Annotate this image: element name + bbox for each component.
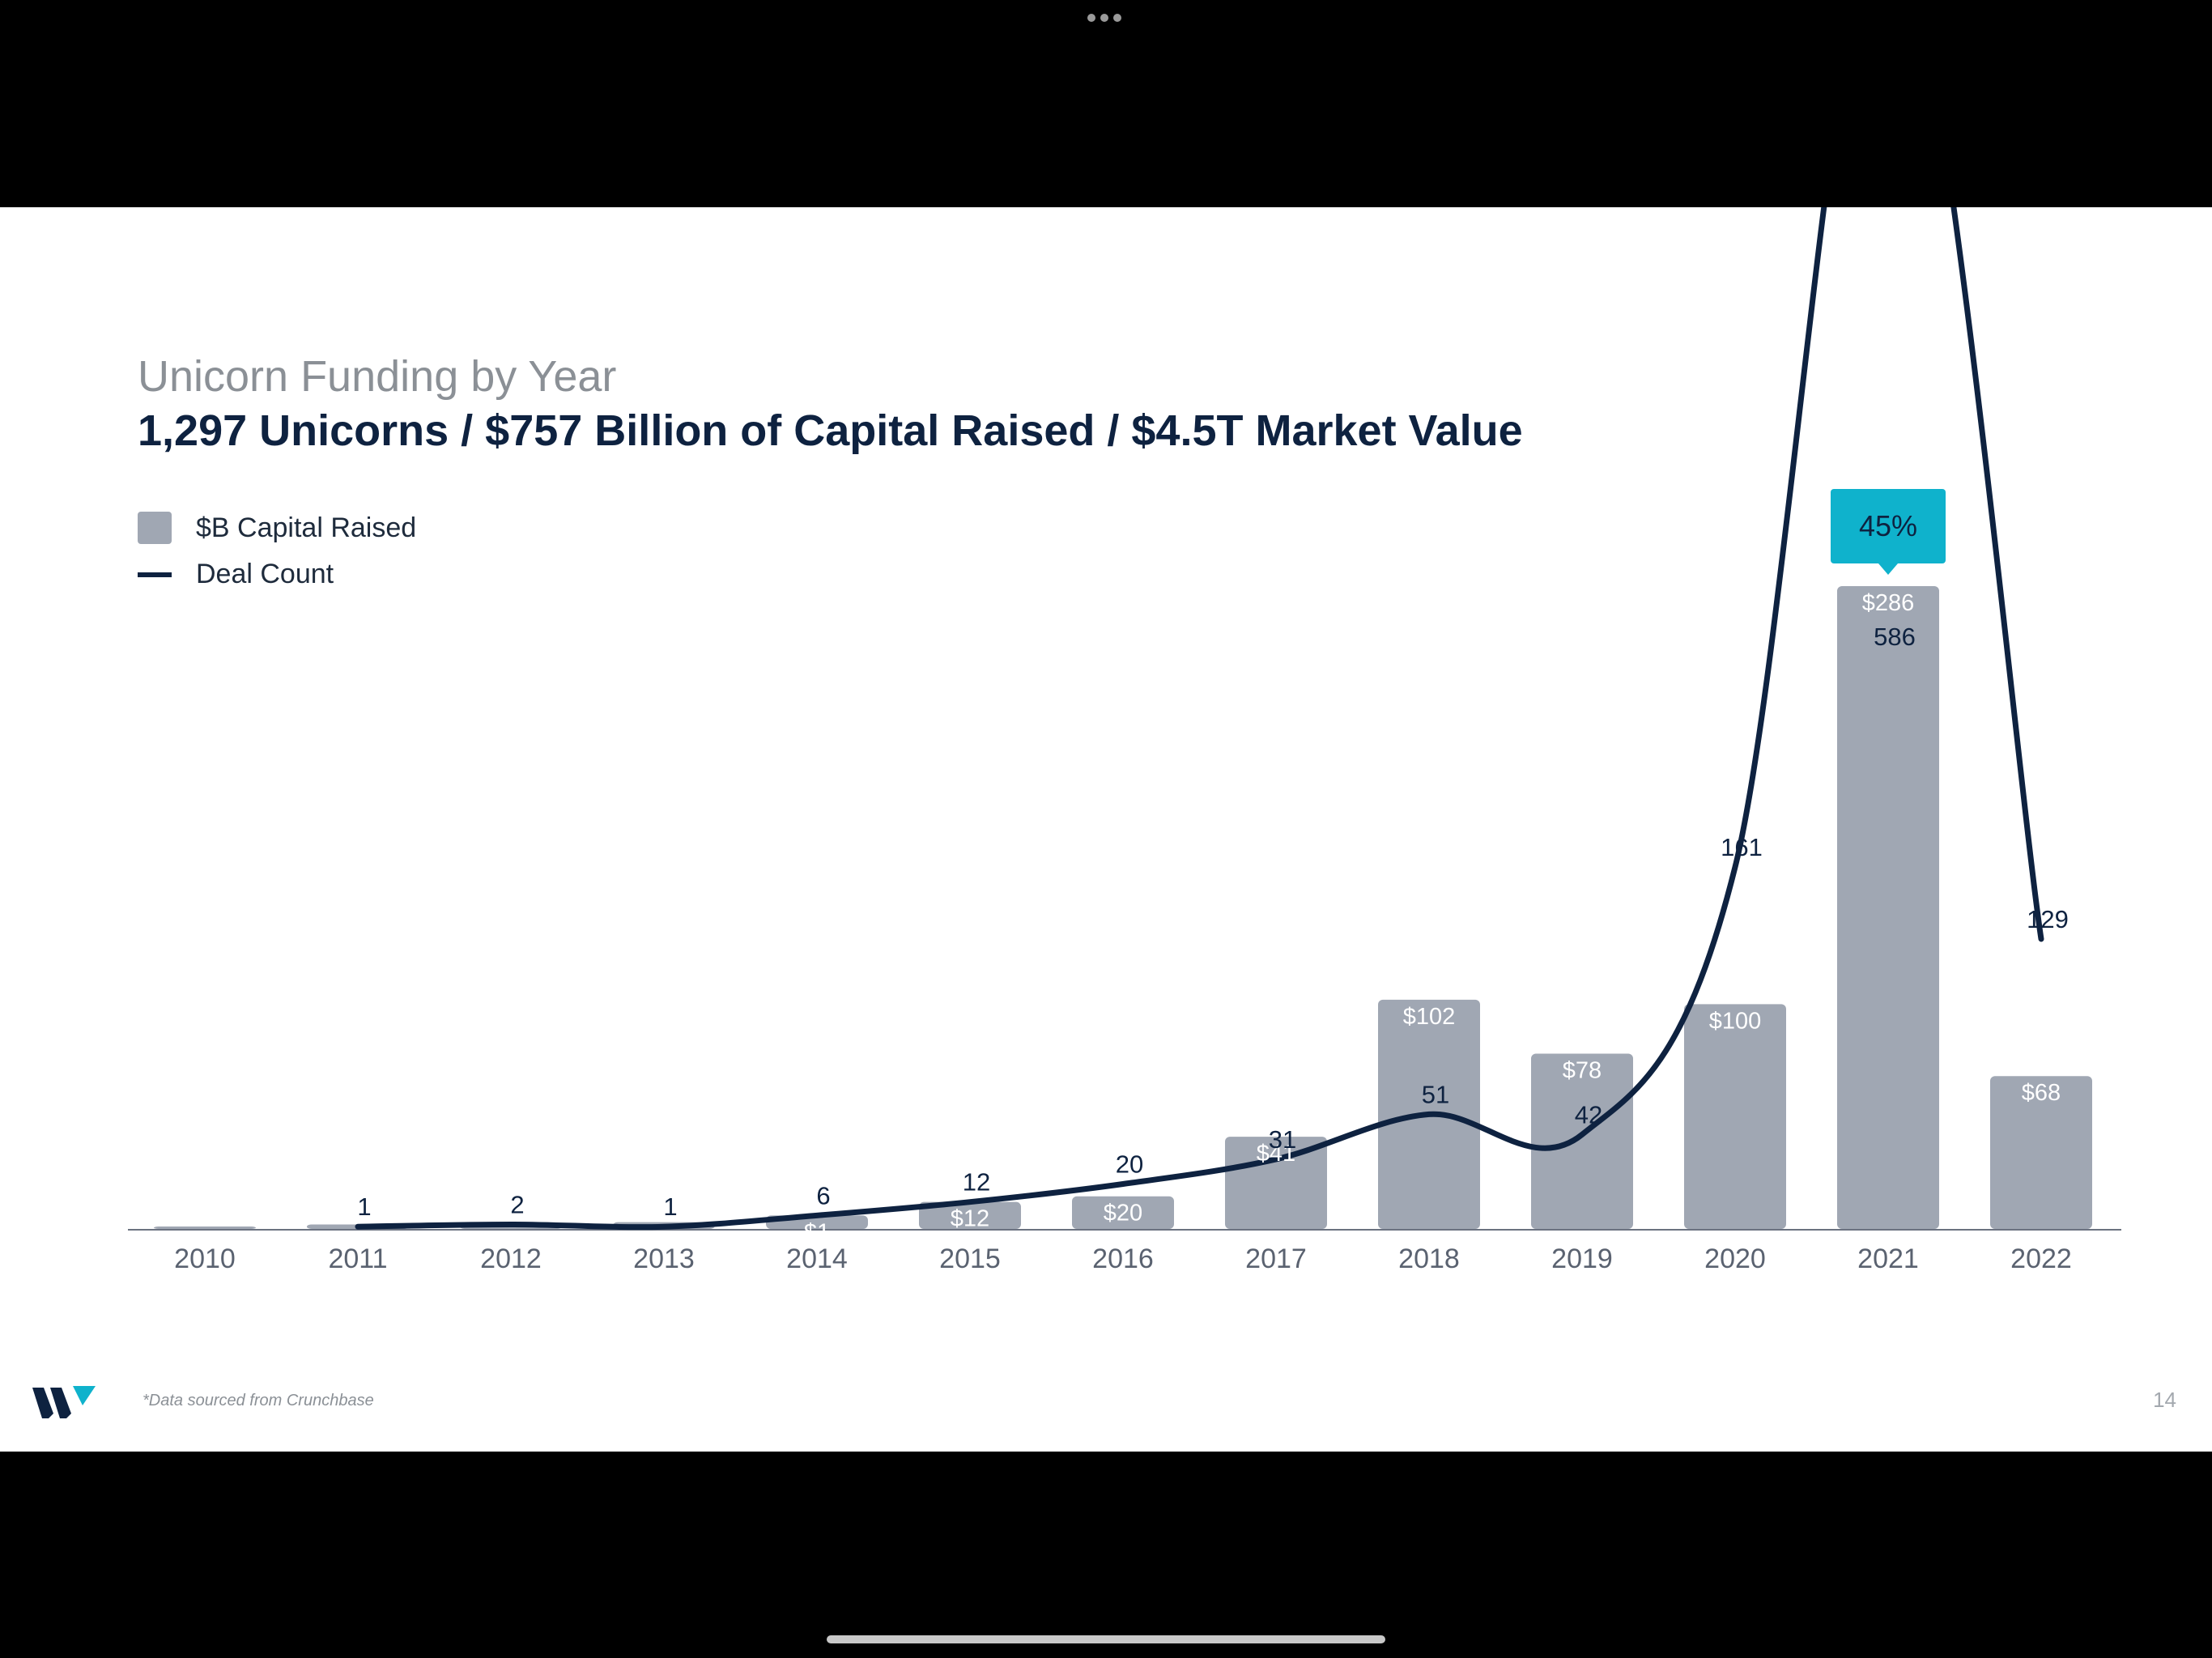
- bar-2020: [1684, 1004, 1786, 1229]
- legend-swatch-bar: [138, 512, 172, 544]
- x-tick-label-2013: 2013: [633, 1244, 695, 1274]
- callout-label: 45%: [1859, 509, 1917, 542]
- chart: $1$12 $20$41$102$78$100$286$681 2 1 6 1220315…: [128, 207, 2121, 1274]
- deal-count-label-2020: 161: [1721, 833, 1763, 861]
- legend-item-deal-count: Deal Count: [138, 559, 334, 590]
- chart-subtitle: 1,297 Unicorns / $757 Billion of Capital…: [138, 406, 1523, 455]
- deal-count-label-2016: 20: [1116, 1150, 1143, 1178]
- bar-2015: [919, 1201, 1021, 1229]
- x-tick-label-2018: 2018: [1398, 1244, 1460, 1274]
- x-tick-label-2020: 2020: [1704, 1244, 1766, 1274]
- bar-2021: [1837, 586, 1939, 1229]
- page-number: 14: [2153, 1388, 2176, 1412]
- company-logo: [32, 1381, 97, 1426]
- multitasking-dots-icon[interactable]: [1087, 14, 1121, 22]
- deal-count-line: [355, 207, 2044, 1231]
- bar-2022: [1990, 1076, 2092, 1229]
- legend-label-capital-raised: $B Capital Raised: [196, 512, 417, 543]
- bar-value-label-2014: $1: [804, 1219, 830, 1245]
- deal-count-label-2013: 1: [663, 1192, 677, 1221]
- deal-count-label-2014: 6: [816, 1181, 830, 1209]
- callout-box: [1831, 489, 1946, 563]
- bar-value-label-2018: $102: [1403, 1004, 1456, 1030]
- deal-count-label-2012: 2: [510, 1190, 524, 1218]
- chart-title: Unicorn Funding by Year: [138, 352, 617, 401]
- legend-label-deal-count: Deal Count: [196, 559, 334, 589]
- x-tick-label-2019: 2019: [1551, 1244, 1613, 1274]
- bar-value-label-2022: $68: [2022, 1080, 2061, 1106]
- bar-2019: [1531, 1053, 1633, 1229]
- x-tick-label-2017: 2017: [1245, 1244, 1307, 1274]
- x-tick-label-2014: 2014: [786, 1244, 848, 1274]
- x-tick-label-2021: 2021: [1857, 1244, 1919, 1274]
- bar-2010: [154, 1226, 256, 1229]
- deal-count-label-2019: 42: [1575, 1100, 1602, 1129]
- deal-count-label-2017: 31: [1269, 1125, 1296, 1154]
- x-tick-label-2010: 2010: [174, 1244, 236, 1274]
- x-tick-label-2011: 2011: [328, 1244, 387, 1274]
- bar-value-label-2021: $286: [1862, 590, 1915, 616]
- legend-swatch-line: [138, 572, 172, 577]
- bar-value-label-2015: $12: [951, 1206, 989, 1232]
- home-indicator[interactable]: [827, 1635, 1385, 1643]
- data-source-note: *Data sourced from Crunchbase: [143, 1392, 374, 1409]
- bar-value-label-2017: $41: [1257, 1141, 1295, 1167]
- deal-count-label-2011: 1: [357, 1192, 371, 1221]
- deal-count-label-2015: 12: [963, 1168, 990, 1197]
- x-tick-label-2012: 2012: [480, 1244, 542, 1274]
- bar-2017: [1225, 1137, 1327, 1229]
- x-tick-label-2016: 2016: [1092, 1244, 1154, 1274]
- slide: Unicorn Funding by Year 1,297 Unicorns /…: [0, 207, 2212, 1452]
- callout-pointer: [1878, 563, 1898, 575]
- legend-item-capital-raised: $B Capital Raised: [138, 512, 416, 544]
- bar-value-label-2020: $100: [1709, 1008, 1762, 1034]
- x-tick-label-2022: 2022: [2010, 1244, 2072, 1274]
- deal-count-label-2018: 51: [1422, 1080, 1449, 1108]
- x-tick-label-2015: 2015: [939, 1244, 1001, 1274]
- deal-count-label-2021: 586: [1874, 623, 1916, 651]
- bar-2016: [1072, 1196, 1174, 1229]
- bar-value-label-2019: $78: [1563, 1057, 1602, 1083]
- deal-count-label-2022: 129: [2027, 905, 2069, 933]
- bar-value-label-2016: $20: [1104, 1201, 1142, 1226]
